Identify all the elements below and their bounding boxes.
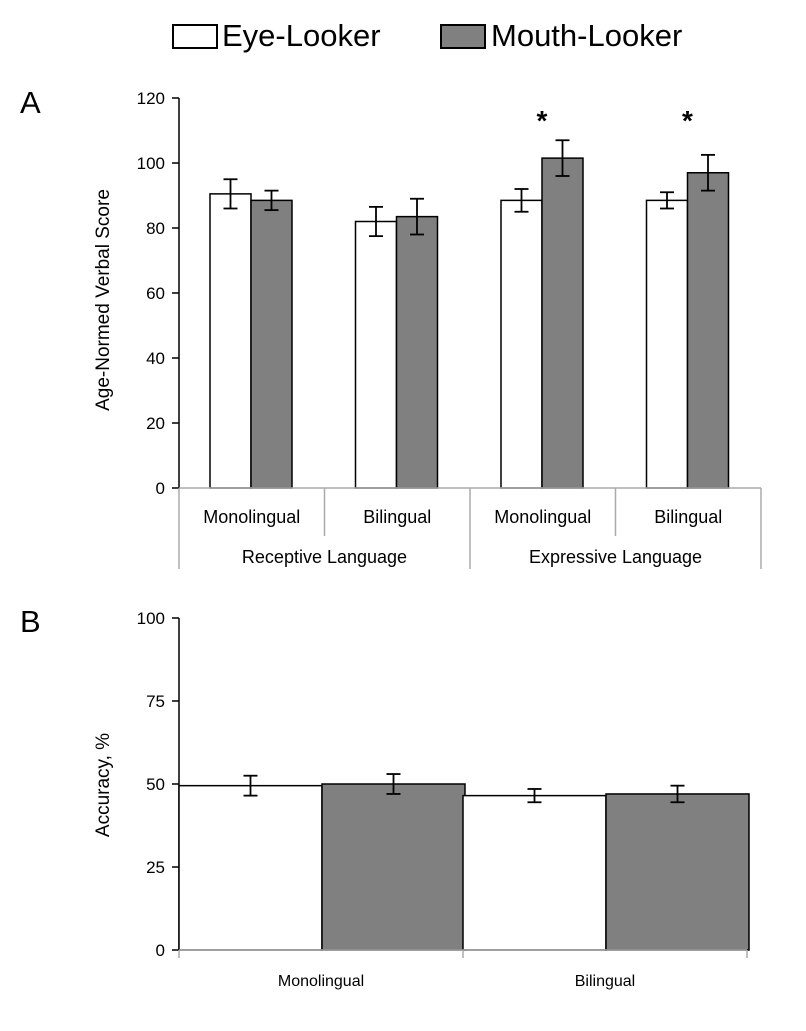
bar-eye	[500, 199, 543, 489]
legend-item-mouth: Mouth-Looker	[440, 18, 682, 53]
panel-a-x-axis: Monolingual Bilingual Monolingual Bilingual…	[178, 487, 762, 569]
panel-a: A Age-Normed Verbal Score 0 20 40 60 80 100 12…	[20, 85, 762, 569]
bar-eye	[178, 784, 323, 951]
bar-mouth	[605, 793, 750, 951]
bar-eye	[354, 220, 398, 489]
panel-b-y-axis: 0 25 50 75 100	[137, 609, 180, 960]
legend-swatch-eye	[172, 24, 218, 49]
bar-eye	[462, 794, 607, 951]
y-tick-label: 100	[137, 154, 165, 173]
bar-mouth	[395, 215, 439, 489]
panel-b-error-bars	[243, 773, 685, 804]
x-category-label: Bilingual	[654, 507, 722, 527]
panel-label-a: A	[20, 85, 41, 120]
y-tick-label: 0	[156, 479, 165, 498]
y-tick-label: 20	[146, 414, 165, 433]
bar-eye	[645, 199, 689, 489]
bar-mouth	[250, 199, 293, 489]
panel-a-annotations: * *	[537, 105, 694, 136]
legend-label-eye: Eye-Looker	[222, 18, 381, 53]
panel-label-b: B	[20, 604, 41, 639]
bar-mouth	[321, 783, 466, 951]
panel-a-ylabel: Age-Normed Verbal Score	[93, 189, 114, 411]
x-category-label: Bilingual	[363, 507, 431, 527]
panel-a-error-bars	[223, 139, 715, 238]
y-tick-label: 80	[146, 219, 165, 238]
y-tick-label: 0	[156, 941, 165, 960]
panel-b-ylabel: Accuracy, %	[93, 733, 114, 837]
y-tick-label: 40	[146, 349, 165, 368]
y-tick-label: 60	[146, 284, 165, 303]
legend-swatch-mouth	[440, 24, 486, 49]
bar-eye	[209, 193, 252, 489]
significance-star: *	[682, 105, 693, 136]
panel-a-bars	[209, 157, 730, 489]
legend-item-eye: Eye-Looker	[172, 18, 381, 53]
y-tick-label: 100	[137, 609, 165, 628]
bar-mouth	[541, 157, 584, 489]
y-tick-label: 50	[146, 775, 165, 794]
panel-a-y-axis: 0 20 40 60 80 100 120	[137, 89, 180, 498]
panel-b-bars	[178, 783, 750, 951]
x-category-label: Bilingual	[575, 973, 635, 990]
x-category-label: Monolingual	[494, 507, 591, 527]
x-category-label: Monolingual	[203, 507, 300, 527]
legend: Eye-Looker Mouth-Looker	[172, 18, 682, 53]
y-tick-label: 75	[146, 692, 165, 711]
legend-label-mouth: Mouth-Looker	[491, 18, 682, 53]
y-tick-label: 25	[146, 858, 165, 877]
y-tick-label: 120	[137, 89, 165, 108]
x-category-label: Monolingual	[278, 973, 364, 990]
bar-mouth	[686, 172, 730, 489]
panel-b-x-axis: Monolingual Bilingual	[178, 949, 748, 990]
significance-star: *	[537, 105, 548, 136]
x-group-label: Receptive Language	[242, 547, 407, 567]
x-group-label: Expressive Language	[529, 547, 702, 567]
panel-b: B Accuracy, % 0 25 50 75 100 Monolingual Bili…	[20, 604, 750, 990]
